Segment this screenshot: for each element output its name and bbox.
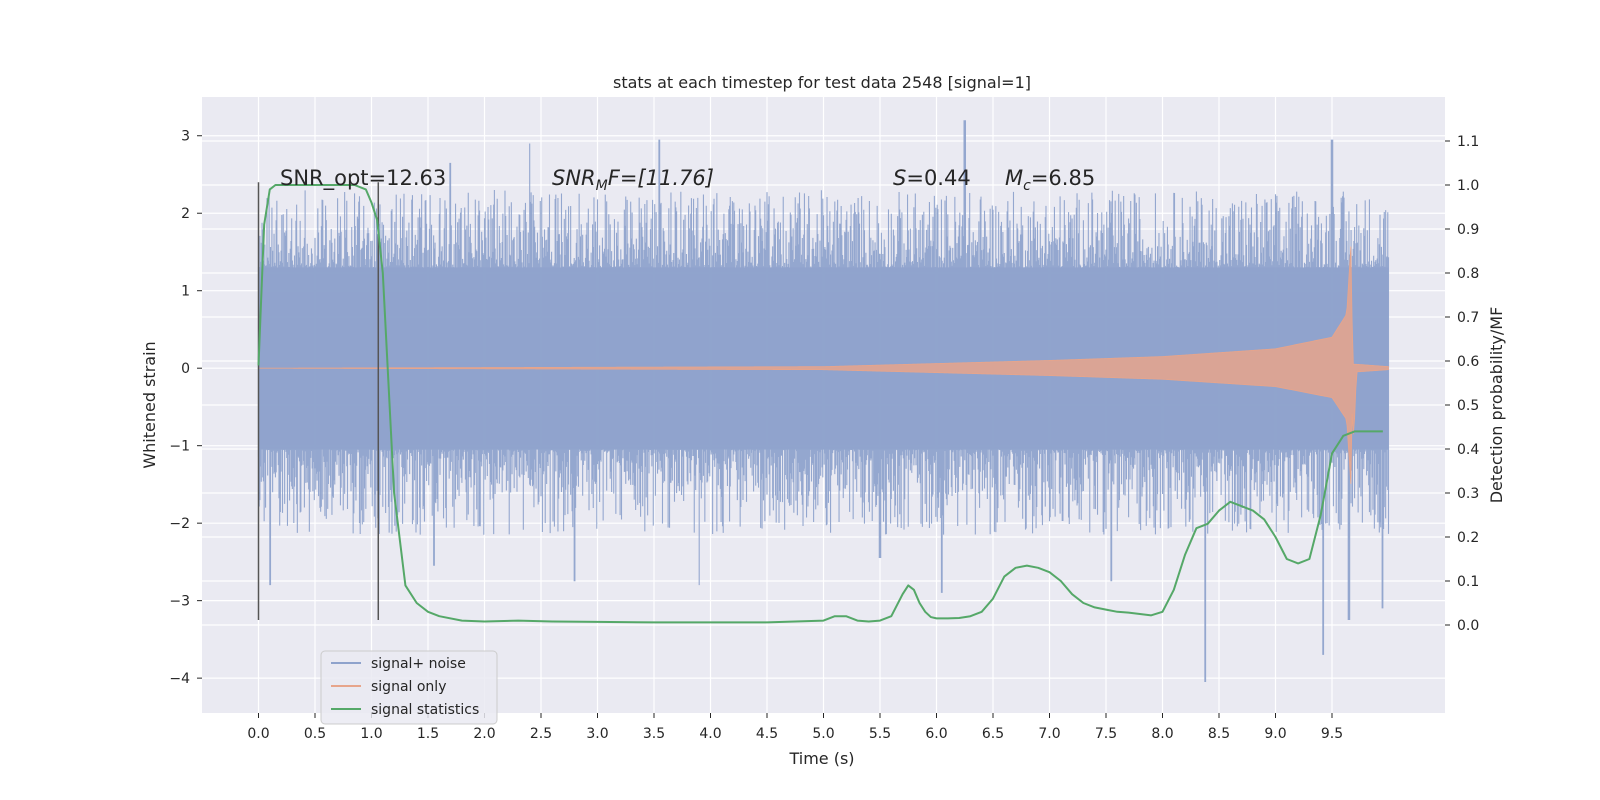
x-tick-label: 8.5 (1208, 726, 1230, 742)
x-tick-label: 6.0 (925, 726, 947, 742)
legend-label-signal-only: signal only (371, 679, 446, 695)
y-right-tick-label: 0.8 (1457, 266, 1479, 282)
annotation-mc-value: =6.85 (1031, 166, 1095, 190)
annotation-snr-mf-base: SNR (552, 166, 596, 190)
x-tick-label: 2.0 (473, 726, 495, 742)
x-tick-label: 4.5 (756, 726, 778, 742)
y-right-tick-label: 0.6 (1457, 354, 1479, 370)
annotation-snr-opt: SNR_opt=12.63 (280, 166, 446, 191)
y-tick-label: 2 (181, 206, 190, 222)
x-tick-label: 3.0 (586, 726, 608, 742)
series-signal-only (258, 246, 1389, 484)
x-tick-label: 9.0 (1264, 726, 1286, 742)
y-right-tick-label: 0.4 (1457, 442, 1479, 458)
x-tick-label: 9.5 (1321, 726, 1343, 742)
y-tick-label: −4 (169, 671, 190, 687)
y-tick-label: 1 (181, 284, 190, 300)
y-right-tick-label: 0.1 (1457, 574, 1479, 590)
legend: signal+ noise signal only signal statist… (320, 650, 498, 725)
signal-only-line (258, 246, 1389, 484)
annotation-snr-mf-sub: M (596, 178, 608, 194)
y-right-tick-label: 0.9 (1457, 222, 1479, 238)
x-tick-label: 8.0 (1151, 726, 1173, 742)
y-right-tick-label: 1.0 (1457, 178, 1479, 194)
annotation-snr-mf-rest: F=[11.76] (608, 166, 714, 190)
y-right-tick-label: 0.5 (1457, 398, 1479, 414)
legend-box (320, 650, 498, 725)
y-tick-label: 3 (181, 129, 190, 145)
y-tick-label: −2 (169, 516, 190, 532)
y-right-tick-label: 1.1 (1457, 134, 1479, 150)
x-tick-label: 5.0 (812, 726, 834, 742)
y-right-tick-label: 0.7 (1457, 310, 1479, 326)
tick-labels: 0.0 0.5 1.0 1.5 2.0 2.5 3.0 3.5 4.0 4.5 5.0 5.5 6.0 6… (169, 129, 1479, 742)
annotation-mc: Mc=6.85 (1005, 166, 1095, 194)
annotations: SNR_opt=12.63 SNRMF=[11.76] S=0.44 Mc=6.… (280, 166, 1095, 194)
series-signal-statistics (257, 184, 1383, 624)
x-tick-label: 7.5 (1095, 726, 1117, 742)
x-tick-label: 2.5 (530, 726, 552, 742)
annotation-s: S=0.44 (893, 166, 971, 190)
x-tick-label: 6.5 (982, 726, 1004, 742)
y-right-tick-label: 0.0 (1457, 618, 1479, 634)
y-axis-label: Whitened strain (140, 341, 159, 468)
signal-statistics-line (257, 184, 1383, 624)
x-tick-label: 4.0 (699, 726, 721, 742)
chart-title: stats at each timestep for test data 254… (613, 73, 1031, 92)
y-tick-label: 0 (181, 361, 190, 377)
x-axis-label: Time (s) (788, 749, 854, 768)
legend-label-signal-noise: signal+ noise (371, 656, 466, 672)
y-tick-label: −3 (169, 594, 190, 610)
y-right-axis-label: Detection probability/MF (1487, 307, 1506, 504)
y-tick-label: −1 (169, 439, 190, 455)
x-tick-label: 0.0 (247, 726, 269, 742)
legend-label-signal-statistics: signal statistics (371, 702, 479, 718)
x-tick-label: 3.5 (643, 726, 665, 742)
x-tick-label: 1.5 (417, 726, 439, 742)
x-tick-label: 5.5 (869, 726, 891, 742)
annotation-snr-mf: SNRMF=[11.76] (552, 166, 714, 194)
x-tick-label: 1.0 (360, 726, 382, 742)
x-tick-label: 7.0 (1038, 726, 1060, 742)
annotation-mc-label: M (1005, 166, 1023, 190)
annotation-s-value: =0.44 (906, 166, 970, 190)
annotation-s-label: S (893, 166, 906, 190)
x-tick-label: 0.5 (304, 726, 326, 742)
y-right-tick-label: 0.2 (1457, 530, 1479, 546)
y-right-tick-label: 0.3 (1457, 486, 1479, 502)
annotation-mc-sub: c (1023, 178, 1031, 194)
vertical-markers (257, 182, 380, 621)
